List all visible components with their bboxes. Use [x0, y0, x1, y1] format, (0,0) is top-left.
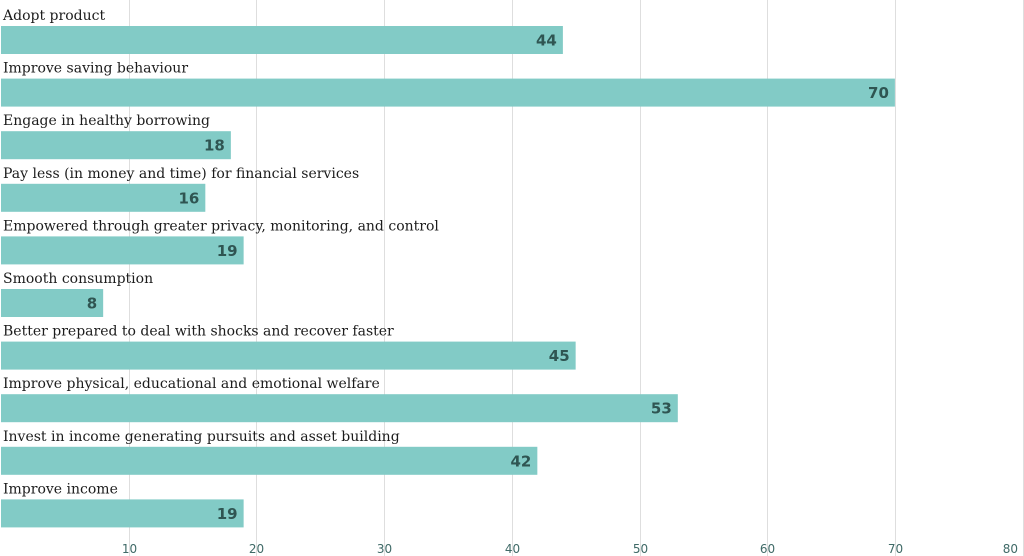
bar-2 — [1, 78, 895, 107]
value-label-1: 44 — [536, 32, 557, 50]
value-label-4: 16 — [178, 189, 199, 207]
x-tick-label-50: 50 — [633, 542, 648, 556]
category-label-4: Pay less (in money and time) for financi… — [3, 166, 359, 182]
x-tick-label-30: 30 — [377, 542, 392, 556]
x-tick-label-10: 10 — [122, 542, 137, 556]
x-tick-label-70: 70 — [888, 542, 903, 556]
value-label-9: 42 — [510, 452, 531, 470]
category-label-10: Improve income — [3, 481, 118, 497]
bar-9 — [1, 446, 538, 475]
bar-5 — [1, 236, 244, 265]
category-label-9: Invest in income generating pursuits and… — [3, 429, 400, 445]
bar-3 — [1, 131, 231, 160]
value-label-5: 19 — [217, 242, 238, 260]
value-label-6: 8 — [87, 295, 97, 313]
bars — [1, 26, 895, 528]
category-label-2: Improve saving behaviour — [3, 61, 188, 77]
category-label-5: Empowered through greater privacy, monit… — [3, 218, 439, 234]
bar-6 — [1, 289, 104, 317]
value-labels: 44 70 18 16 19 8 45 53 42 19 — [87, 32, 889, 523]
value-label-3: 18 — [204, 137, 225, 155]
x-tick-label-80: 80 — [1003, 542, 1018, 556]
x-tick-label-60: 60 — [760, 542, 775, 556]
bar-10 — [1, 499, 244, 528]
x-tick-label-40: 40 — [505, 542, 520, 556]
value-label-8: 53 — [651, 400, 672, 418]
category-label-7: Better prepared to deal with shocks and … — [3, 324, 394, 340]
value-label-2: 70 — [868, 84, 889, 102]
category-label-1: Adopt product — [2, 8, 105, 24]
value-label-10: 19 — [217, 505, 238, 523]
category-labels: Adopt product Improve saving behaviour Eng… — [2, 8, 439, 497]
x-axis-ticks: 10 20 30 40 50 60 70 80 — [122, 542, 1018, 556]
bar-8 — [1, 394, 678, 423]
value-label-7: 45 — [549, 347, 570, 365]
x-tick-label-20: 20 — [249, 542, 264, 556]
bar-1 — [1, 26, 563, 54]
bar-4 — [1, 183, 206, 212]
category-label-3: Engage in healthy borrowing — [3, 113, 210, 129]
category-label-6: Smooth consumption — [3, 271, 153, 287]
category-label-8: Improve physical, educational and emotio… — [3, 376, 380, 392]
bar-7 — [1, 341, 576, 370]
